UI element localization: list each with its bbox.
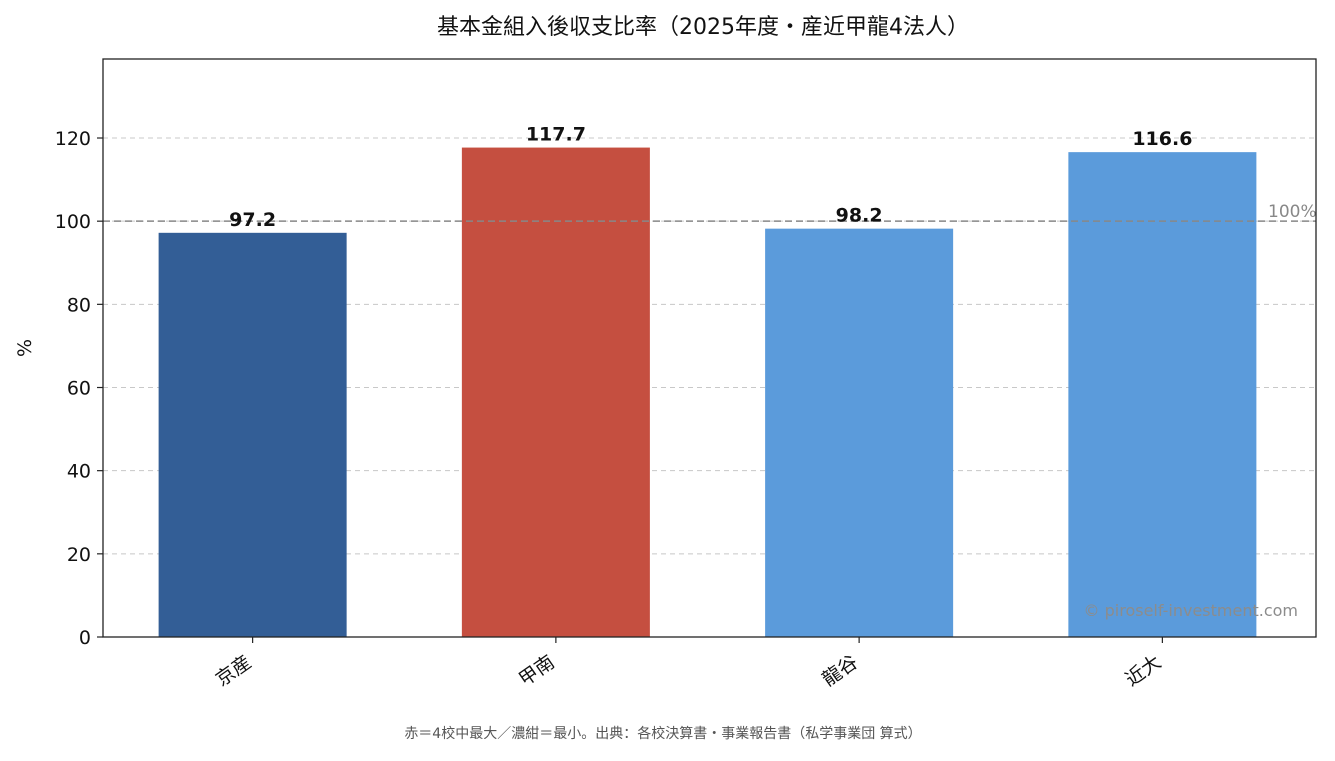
y-tick-label: 0 bbox=[79, 627, 91, 649]
y-axis-ticks: 0 20 40 60 80 100 120 bbox=[55, 128, 103, 649]
chart-title: 基本金組入後収支比率（2025年度・産近甲龍4法人） bbox=[437, 15, 969, 40]
bar bbox=[765, 228, 954, 638]
bar bbox=[1068, 152, 1257, 637]
x-axis-ticks: 京産 甲南 龍谷 近大 bbox=[212, 637, 1165, 691]
bars bbox=[158, 147, 1257, 638]
bar-value-label: 116.6 bbox=[1132, 128, 1192, 150]
plot-frame bbox=[102, 58, 1317, 638]
x-tick-label: 龍谷 bbox=[818, 651, 862, 691]
bar-value-label: 97.2 bbox=[229, 209, 276, 231]
reference-line-group: 100% bbox=[103, 202, 1317, 222]
bar-value-label: 98.2 bbox=[836, 205, 883, 227]
y-tick-label: 60 bbox=[67, 378, 91, 400]
y-tick-label: 100 bbox=[55, 211, 91, 233]
bar bbox=[158, 232, 347, 637]
bar-value-label: 117.7 bbox=[526, 124, 586, 146]
y-tick-label: 120 bbox=[55, 128, 91, 150]
y-tick-label: 80 bbox=[67, 294, 91, 316]
bar bbox=[461, 147, 650, 637]
footnote: 赤＝4校中最大／濃紺＝最小。出典：各校決算書・事業報告書（私学事業団 算式） bbox=[404, 725, 921, 742]
x-tick-label: 近大 bbox=[1121, 651, 1165, 691]
y-tick-label: 40 bbox=[67, 461, 91, 483]
y-tick-label: 20 bbox=[67, 544, 91, 566]
watermark: © piroself-investment.com bbox=[1084, 601, 1298, 620]
y-axis-label: % bbox=[14, 339, 36, 357]
value-labels: 97.2 117.7 98.2 116.6 bbox=[229, 124, 1192, 231]
x-tick-label: 甲南 bbox=[515, 651, 559, 691]
x-tick-label: 京産 bbox=[212, 651, 256, 691]
reference-line-label: 100% bbox=[1268, 202, 1317, 222]
